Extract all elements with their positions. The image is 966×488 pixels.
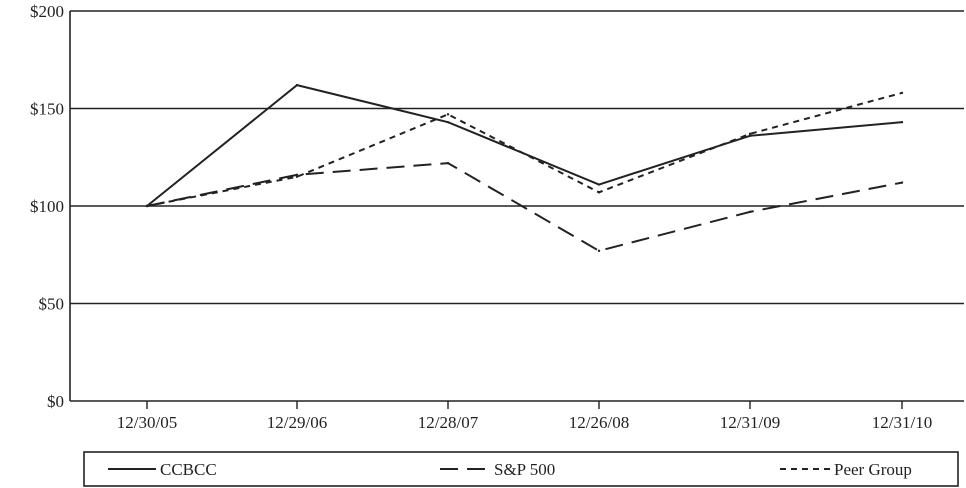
y-tick-label: $100 xyxy=(30,197,64,216)
legend-box xyxy=(83,451,959,487)
data-point-s-p-500 xyxy=(597,249,601,253)
axes xyxy=(69,11,964,402)
series-lines xyxy=(145,83,904,253)
x-tick-label: 12/31/10 xyxy=(872,413,932,432)
data-point-peer-group xyxy=(597,191,601,194)
data-point-ccbcc xyxy=(295,83,299,87)
series-line-peer-group xyxy=(146,91,903,207)
data-point-peer-group xyxy=(446,113,450,116)
y-tick-label: $50 xyxy=(39,295,65,314)
series-line-ccbcc xyxy=(146,84,903,207)
x-tick-label: 12/30/05 xyxy=(117,413,177,432)
data-point-s-p-500 xyxy=(295,173,299,176)
gridlines xyxy=(70,10,964,305)
data-point-s-p-500 xyxy=(748,210,752,214)
x-tick-label: 12/28/07 xyxy=(418,413,479,432)
data-point-peer-group xyxy=(900,91,904,95)
data-point-ccbcc xyxy=(748,134,752,137)
y-tick-label: $0 xyxy=(47,392,64,411)
x-tick-labels: 12/30/05 12/29/06 12/28/07 12/26/08 12/31/09… xyxy=(117,401,932,432)
data-point-peer-group xyxy=(295,175,299,178)
y-tick-label: $150 xyxy=(30,100,64,119)
legend-label-ccbcc: CCBCC xyxy=(160,460,217,479)
data-point-peer-group xyxy=(145,204,149,208)
y-tick-label: $200 xyxy=(30,2,64,21)
x-tick-label: 12/31/09 xyxy=(720,413,780,432)
data-point-ccbcc xyxy=(597,183,601,186)
legend-label-s-p-500: S&P 500 xyxy=(494,460,555,479)
data-point-ccbcc xyxy=(446,120,450,124)
data-point-ccbcc xyxy=(900,120,904,124)
data-point-s-p-500 xyxy=(446,161,450,165)
data-point-s-p-500 xyxy=(900,181,904,184)
data-point-peer-group xyxy=(748,132,752,136)
y-tick-labels: $0 $50 $100 $150 $200 xyxy=(30,2,64,411)
legend: CCBCC S&P 500 Peer Group xyxy=(83,451,959,487)
x-tick-label: 12/26/08 xyxy=(569,413,629,432)
x-tick-label: 12/29/06 xyxy=(267,413,327,432)
series-line-s-p-500 xyxy=(146,162,903,252)
legend-label-peer-group: Peer Group xyxy=(834,460,912,479)
